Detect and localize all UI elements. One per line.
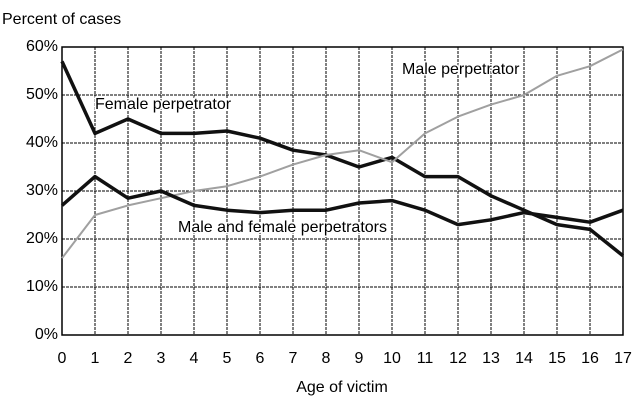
x-tick-label: 9 bbox=[355, 350, 364, 367]
plot-frame bbox=[61, 46, 624, 336]
y-tick-label: 40% bbox=[26, 134, 58, 151]
x-tick-label: 7 bbox=[289, 350, 298, 367]
x-tick-label: 16 bbox=[581, 350, 599, 367]
x-tick-label: 4 bbox=[190, 350, 199, 367]
x-axis-label: Age of victim bbox=[296, 379, 388, 396]
x-tick-label: 8 bbox=[322, 350, 331, 367]
x-tick-label: 12 bbox=[449, 350, 467, 367]
x-tick-label: 11 bbox=[417, 350, 434, 367]
x-tick-label: 15 bbox=[548, 350, 566, 367]
x-tick-label: 1 bbox=[91, 350, 100, 367]
x-tick-label: 3 bbox=[157, 350, 166, 367]
x-tick-label: 17 bbox=[614, 350, 632, 367]
series-label: Female perpetrator bbox=[95, 96, 232, 113]
x-tick-label: 2 bbox=[124, 350, 133, 367]
x-tick-label: 13 bbox=[482, 350, 500, 367]
y-tick-label: 30% bbox=[26, 182, 58, 199]
y-tick-label: 50% bbox=[26, 86, 58, 103]
x-tick-label: 6 bbox=[256, 350, 265, 367]
y-tick-label: 20% bbox=[26, 230, 58, 247]
x-tick-label: 0 bbox=[58, 350, 67, 367]
y-axis-label: Percent of cases bbox=[2, 11, 121, 28]
y-tick-label: 60% bbox=[26, 38, 58, 55]
series-line bbox=[60, 174, 624, 227]
series-label: Male and female perpetrators bbox=[178, 219, 387, 236]
y-tick-label: 10% bbox=[26, 278, 58, 295]
series-line bbox=[61, 48, 624, 259]
x-tick-label: 10 bbox=[383, 350, 401, 367]
x-tick-label: 5 bbox=[223, 350, 232, 367]
x-tick-label: 14 bbox=[515, 350, 533, 367]
series-label: Male perpetrator bbox=[402, 61, 520, 78]
y-tick-label: 0% bbox=[35, 326, 58, 343]
